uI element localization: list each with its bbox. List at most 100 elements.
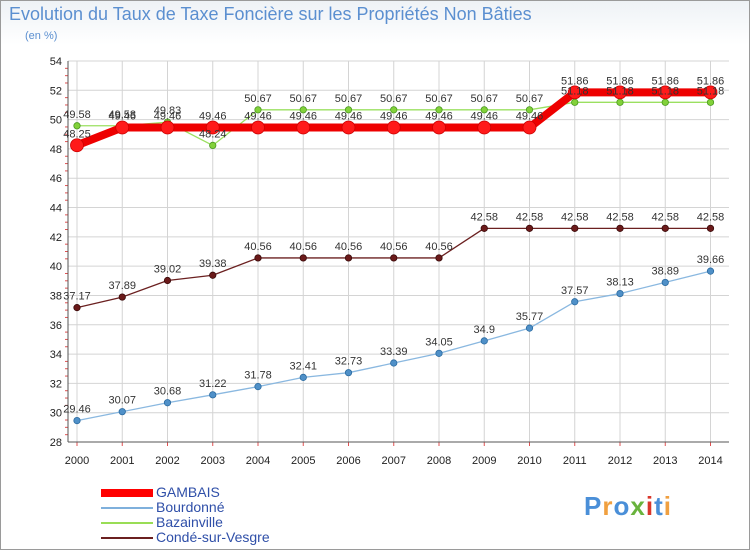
x-tick-label: 2003: [201, 455, 225, 467]
x-tick-label: 2013: [653, 455, 677, 467]
data-point-gambais: [341, 120, 356, 135]
data-label-bourdonne: 32.73: [335, 356, 363, 368]
data-label-gambais: 49.46: [516, 111, 544, 123]
data-label-conde-sur-vesgre: 42.58: [470, 211, 498, 223]
data-point-conde-sur-vesgre: [706, 224, 715, 232]
data-label-bazainville: 50.67: [244, 93, 272, 105]
data-point-conde-sur-vesgre: [118, 293, 126, 301]
data-label-bourdonne: 30.07: [108, 395, 136, 407]
data-point-gambais: [658, 85, 673, 100]
data-label-gambais: 49.46: [108, 111, 136, 123]
y-tick-label: 28: [50, 437, 62, 449]
y-tick-label: 40: [50, 261, 62, 273]
data-label-bazainville: 50.67: [289, 93, 317, 105]
logo-letter: o: [613, 491, 631, 521]
data-label-gambais: 51.86: [606, 75, 634, 87]
data-point-bourdonne: [661, 278, 669, 287]
y-tick-label: 32: [50, 378, 62, 390]
data-point-bourdonne: [299, 373, 307, 381]
legend-label: Bourdonné: [156, 499, 225, 515]
data-point-bazainville: [480, 106, 488, 114]
data-point-bazainville: [73, 122, 81, 130]
data-label-conde-sur-vesgre: 37.17: [63, 291, 91, 303]
x-tick-label: 2004: [246, 455, 270, 467]
logo-letter: r: [602, 491, 614, 521]
x-tick-label: 2007: [382, 455, 406, 467]
data-label-conde-sur-vesgre: 42.58: [561, 211, 589, 223]
data-label-conde-sur-vesgre: 40.56: [425, 241, 453, 253]
logo-letter: x: [630, 491, 646, 521]
data-label-bourdonne: 39.66: [697, 254, 725, 266]
data-point-gambais: [703, 85, 718, 100]
data-label-bazainville: 49.83: [154, 105, 182, 117]
data-label-conde-sur-vesgre: 42.58: [606, 211, 634, 223]
data-point-conde-sur-vesgre: [390, 254, 398, 262]
data-label-conde-sur-vesgre: 42.58: [697, 211, 725, 223]
y-tick-label: 52: [50, 85, 62, 97]
data-point-gambais: [70, 138, 84, 153]
data-point-bazainville: [344, 106, 353, 114]
data-point-bourdonne: [163, 399, 172, 407]
data-label-bourdonne: 34.9: [474, 324, 495, 336]
data-label-bazainville: 50.67: [470, 93, 498, 105]
data-point-bourdonne: [616, 289, 624, 298]
data-point-bazainville: [661, 98, 669, 106]
data-label-bourdonne: 32.41: [289, 360, 317, 372]
data-point-bazainville: [299, 106, 307, 114]
data-point-bourdonne: [525, 324, 534, 332]
data-label-gambais: 51.86: [561, 75, 589, 87]
data-point-bazainville: [616, 98, 624, 106]
logo-letter: i: [645, 491, 655, 521]
data-point-conde-sur-vesgre: [344, 254, 353, 262]
data-point-conde-sur-vesgre: [163, 276, 172, 285]
data-point-gambais: [613, 85, 627, 100]
data-label-conde-sur-vesgre: 39.02: [154, 264, 182, 276]
y-tick-label: 38: [50, 290, 62, 302]
data-label-bourdonne: 38.89: [651, 265, 679, 277]
data-label-gambais: 49.46: [199, 111, 227, 123]
data-point-bazainville: [254, 106, 262, 114]
data-point-bourdonne: [480, 337, 488, 345]
data-label-bourdonne: 38.13: [606, 277, 634, 289]
x-tick-label: 2014: [698, 455, 722, 467]
data-label-bourdonne: 37.57: [561, 285, 589, 297]
x-tick-label: 2010: [517, 455, 541, 467]
data-point-gambais: [386, 120, 401, 135]
data-label-bourdonne: 35.77: [516, 311, 544, 323]
data-point-bazainville: [435, 106, 443, 114]
data-label-bourdonne: 34.05: [425, 336, 453, 348]
legend-swatch: [101, 537, 153, 539]
y-tick-label: 34: [50, 349, 62, 361]
y-tick-label: 30: [50, 408, 62, 420]
data-label-conde-sur-vesgre: 40.56: [244, 241, 272, 253]
data-point-gambais: [115, 120, 130, 135]
y-tick-label: 50: [50, 115, 62, 127]
legend-swatch: [101, 489, 153, 497]
data-label-bourdonne: 31.78: [244, 370, 272, 382]
legend-swatch: [101, 507, 153, 509]
data-label-gambais: 49.46: [380, 111, 408, 123]
data-label-conde-sur-vesgre: 42.58: [651, 211, 679, 223]
data-point-conde-sur-vesgre: [616, 224, 624, 232]
data-point-bazainville: [209, 141, 217, 150]
legend-label: Bazainville: [156, 514, 223, 530]
data-point-bourdonne: [209, 391, 217, 399]
data-label-bazainville: 50.67: [380, 93, 408, 105]
data-label-bazainville: 51.18: [651, 85, 679, 97]
data-point-bourdonne: [571, 298, 579, 306]
data-label-conde-sur-vesgre: 39.38: [199, 258, 227, 270]
data-point-conde-sur-vesgre: [73, 304, 81, 312]
data-label-gambais: 49.46: [289, 111, 317, 123]
x-tick-label: 2008: [427, 455, 451, 467]
y-tick-label: 46: [50, 173, 62, 185]
logo-letter: P: [584, 491, 603, 521]
data-label-conde-sur-vesgre: 37.89: [108, 280, 136, 292]
y-tick-label: 54: [50, 56, 62, 68]
data-point-conde-sur-vesgre: [435, 254, 443, 262]
unit-label: (en %): [25, 30, 58, 42]
proxiti-logo: Proxiti: [584, 491, 672, 522]
data-point-conde-sur-vesgre: [661, 224, 669, 232]
data-label-bourdonne: 33.39: [380, 346, 408, 358]
data-point-bourdonne: [73, 417, 81, 425]
